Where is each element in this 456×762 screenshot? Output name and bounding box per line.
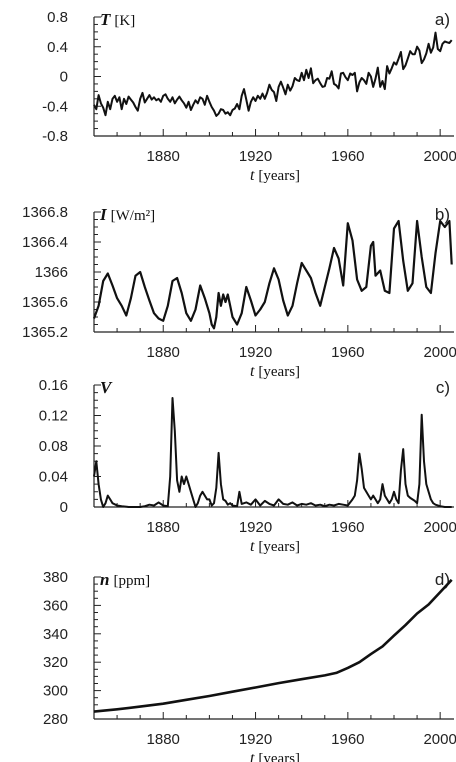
variable-symbol: n (100, 570, 109, 589)
x-axis-label: t [years] (250, 363, 300, 380)
x-axis-symbol: t (250, 750, 258, 762)
variable-symbol: V (100, 378, 113, 397)
y-tick-label: 280 (43, 711, 68, 728)
x-axis-symbol: t (250, 538, 258, 555)
x-axis-symbol: t (250, 363, 258, 380)
series-line (93, 578, 453, 713)
variable-unit: [W/m²] (111, 208, 155, 224)
x-tick-label: 2000 (423, 519, 456, 536)
variable-label: V (100, 378, 113, 397)
panel-letter: a) (435, 10, 450, 29)
variable-label: T [K] (100, 10, 135, 29)
series-line (93, 397, 452, 508)
y-tick-label: 0.16 (39, 377, 68, 394)
series-line (92, 219, 453, 330)
y-tick-label: 0.8 (47, 9, 68, 26)
y-tick-label: -0.4 (42, 98, 68, 115)
y-tick-label: 360 (43, 597, 68, 614)
x-tick-label: 1880 (147, 519, 180, 536)
y-tick-label: 320 (43, 654, 68, 671)
x-axis-unit: [years] (258, 168, 300, 184)
panel-1: -0.8 -0.4 0 0.4 0.8 1880 1920 1960 2000 t [years]… (42, 9, 456, 184)
y-tick-label: 0.08 (39, 438, 68, 455)
x-axis-label: t [years] (250, 750, 300, 762)
y-tick-label: 0.4 (47, 39, 68, 56)
x-tick-label: 1920 (239, 148, 272, 165)
y-tick-label: 0 (60, 69, 68, 86)
variable-symbol: T (100, 10, 111, 29)
y-tick-label: -0.8 (42, 128, 68, 145)
series-line (93, 31, 453, 117)
x-tick-label: 1880 (147, 344, 180, 361)
y-tick-label: 300 (43, 683, 68, 700)
y-tick-label: 0.04 (39, 469, 68, 486)
panel-letter: b) (435, 205, 450, 224)
panel-2: 1365.2 1365.6 1366 1366.4 1366.8 1880 1920 1960… (22, 204, 456, 380)
panel-letter: c) (436, 378, 450, 397)
x-tick-label: 1880 (147, 148, 180, 165)
x-axis-unit: [years] (258, 364, 300, 380)
x-axis-unit: [years] (258, 751, 300, 762)
variable-unit: [K] (114, 13, 135, 29)
y-tick-label: 1366.4 (22, 234, 68, 251)
x-tick-label: 1960 (331, 519, 364, 536)
variable-symbol: I (99, 205, 108, 224)
x-tick-label: 1920 (239, 519, 272, 536)
x-tick-label: 1880 (147, 731, 180, 748)
variable-label: n [ppm] (100, 570, 150, 589)
x-tick-label: 1920 (239, 344, 272, 361)
x-axis-unit: [years] (258, 539, 300, 555)
x-tick-label: 1960 (331, 344, 364, 361)
y-tick-label: 340 (43, 626, 68, 643)
x-axis-label: t [years] (250, 538, 300, 555)
panel-4: 280 300 320 340 360 380 1880 1920 1960 2000 t [yea… (43, 569, 456, 762)
x-axis-symbol: t (250, 167, 258, 184)
y-tick-label: 0 (60, 499, 68, 516)
y-tick-label: 0.12 (39, 408, 68, 425)
y-tick-label: 1365.6 (22, 294, 68, 311)
variable-unit: [ppm] (113, 573, 150, 589)
y-tick-label: 380 (43, 569, 68, 586)
x-tick-label: 2000 (423, 731, 456, 748)
x-tick-label: 1920 (239, 731, 272, 748)
panel-letter: d) (435, 570, 450, 589)
y-tick-label: 1366 (35, 264, 68, 281)
y-tick-label: 1366.8 (22, 204, 68, 221)
x-tick-label: 1960 (331, 148, 364, 165)
variable-label: I [W/m²] (99, 205, 155, 224)
x-axis-label: t [years] (250, 167, 300, 184)
x-tick-label: 2000 (423, 344, 456, 361)
panel-3: 0 0.04 0.08 0.12 0.16 1880 1920 1960 2000 t [year… (39, 377, 456, 555)
x-tick-label: 1960 (331, 731, 364, 748)
y-tick-label: 1365.2 (22, 324, 68, 341)
x-tick-label: 2000 (423, 148, 456, 165)
